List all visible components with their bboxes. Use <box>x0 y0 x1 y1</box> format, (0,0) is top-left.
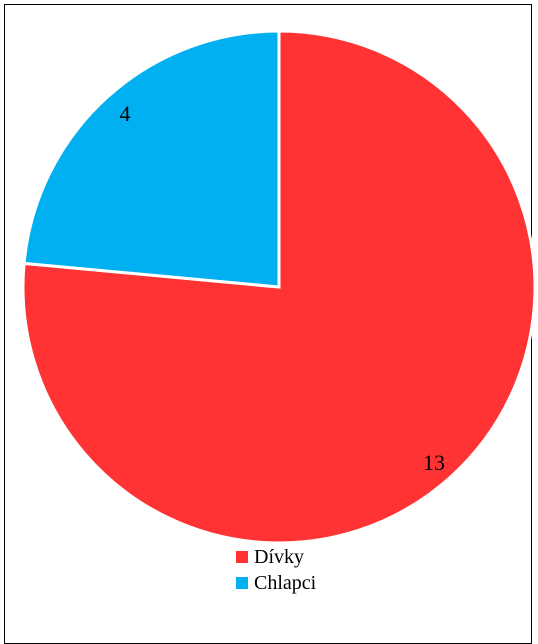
data-label-divky: 13 <box>423 450 445 475</box>
chart-legend: Dívky Chlapci <box>236 544 316 596</box>
pie-slice-chlapci <box>22 29 281 289</box>
pie-slice-divky <box>21 29 537 545</box>
legend-item-divky: Dívky <box>236 544 316 570</box>
legend-label-divky: Dívky <box>254 545 304 568</box>
legend-swatch-divky <box>236 551 248 563</box>
data-label-chlapci: 4 <box>120 101 131 126</box>
pie-chart: 13 4 <box>21 29 537 545</box>
legend-item-chlapci: Chlapci <box>236 570 316 596</box>
legend-swatch-chlapci <box>236 577 248 589</box>
legend-label-chlapci: Chlapci <box>254 571 317 594</box>
